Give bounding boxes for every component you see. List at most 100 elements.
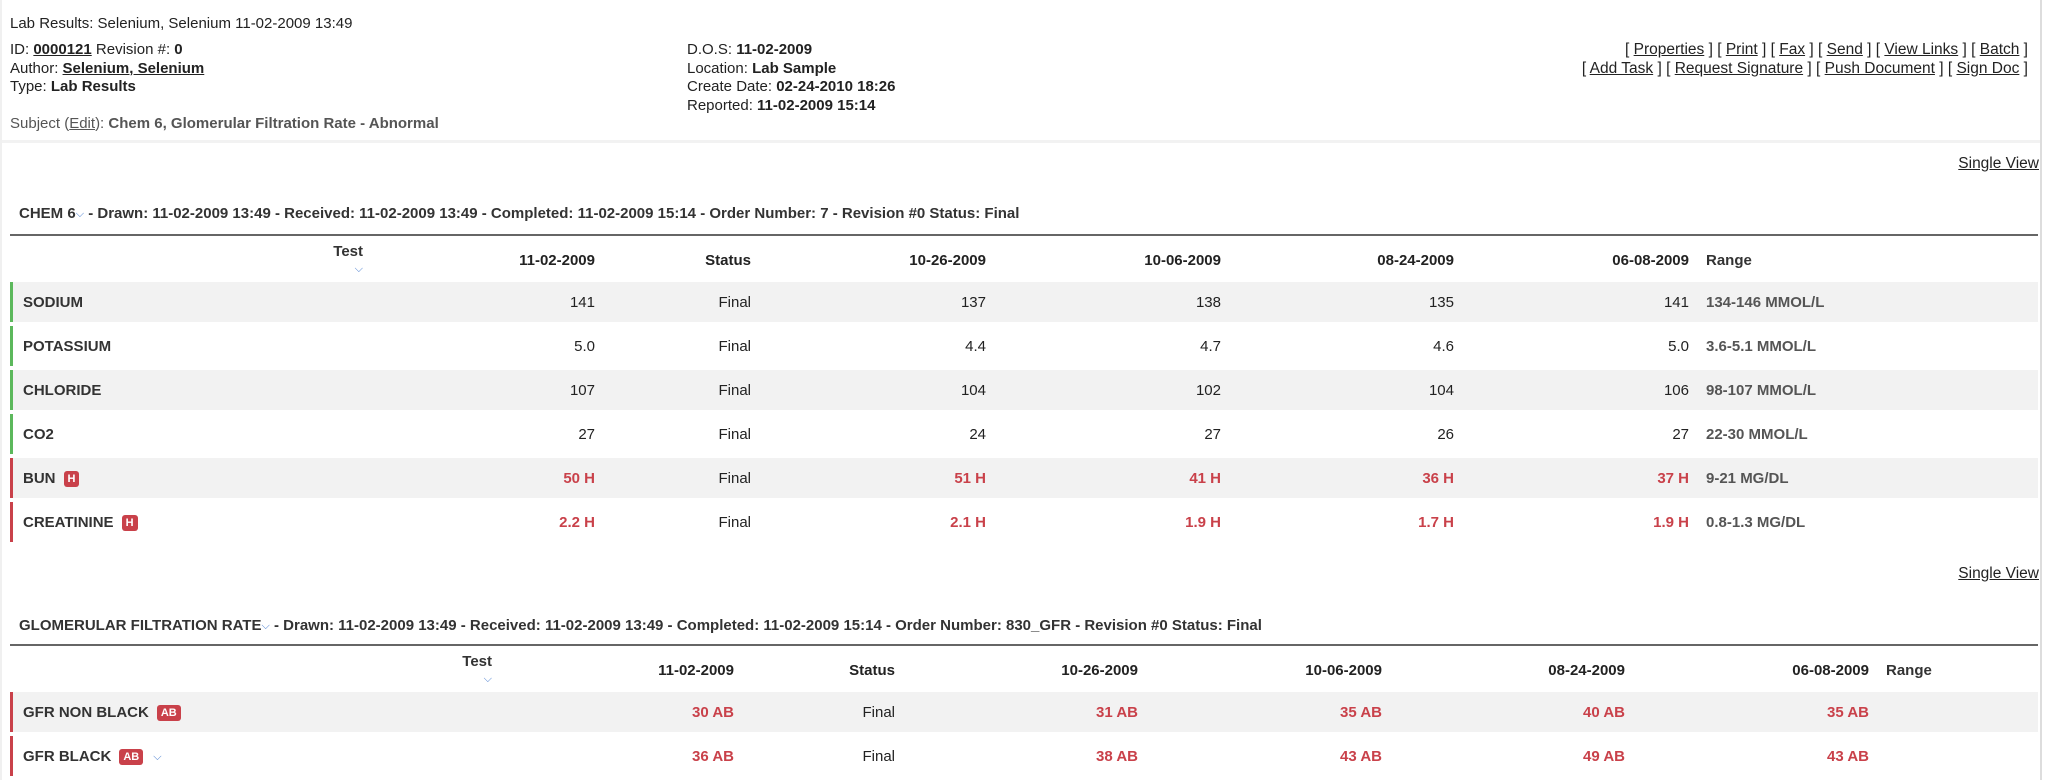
header-divider — [2, 140, 2040, 143]
column-header-range: Range — [1886, 661, 1932, 679]
result-value: 35 AB — [1340, 703, 1382, 721]
result-value: 102 — [1195, 381, 1221, 399]
subject-edit-link[interactable]: Edit — [69, 115, 96, 132]
section-header-chem6: CHEM 6⌵ - Drawn: 11-02-2009 13:49 - Rece… — [19, 205, 1020, 222]
test-name-cell: CHLORIDE — [13, 382, 363, 399]
column-header-06-08-2009: 06-08-2009 — [1612, 251, 1689, 269]
test-name-cell: BUN H — [13, 470, 363, 487]
result-value: 27 — [1672, 425, 1689, 443]
result-value: 41 H — [1189, 469, 1221, 487]
chevron-down-icon[interactable]: ⌵ — [354, 263, 363, 275]
test-name[interactable]: GFR BLACK — [23, 747, 112, 765]
type-label: Type: — [10, 78, 47, 95]
result-value: 2.1 H — [950, 513, 986, 531]
table-row: POTASSIUM 5.0 Final 4.4 4.7 4.6 5.0 3.6-5.1 MMO… — [10, 326, 2038, 366]
revision-value: 0 — [174, 41, 183, 58]
result-value: 107 — [569, 381, 595, 399]
table-header-row: Test ⌵ 11-02-2009 Status 10-26-2009 10-06-20… — [10, 242, 2038, 278]
table-row: BUN H 50 H Final 51 H 41 H 36 H 37 H 9-21 MG/DL — [10, 458, 2038, 498]
column-header-11-02-2009: 11-02-2009 — [519, 251, 595, 269]
page-title: Lab Results: Selenium, Selenium 11-02-20… — [10, 15, 353, 32]
test-name[interactable]: CHLORIDE — [23, 381, 102, 399]
column-header-test[interactable]: Test ⌵ — [13, 653, 492, 687]
author-link[interactable]: Selenium, Selenium — [62, 59, 205, 77]
result-value: 30 AB — [692, 703, 734, 721]
test-name[interactable]: CREATININE — [23, 513, 114, 531]
result-value: 1.9 H — [1653, 513, 1689, 531]
result-value: 51 H — [954, 469, 986, 487]
result-value: 27 — [1204, 425, 1221, 443]
result-value: 43 AB — [1827, 747, 1869, 765]
result-value: 104 — [960, 381, 986, 399]
range-cell: 22-30 MMOL/L — [1706, 425, 1808, 443]
result-value: 5.0 — [1668, 337, 1689, 355]
subject-value: Chem 6, Glomerular Filtration Rate - Abn… — [108, 115, 439, 132]
result-value: 1.7 H — [1418, 513, 1454, 531]
test-name-cell: CO2 — [13, 426, 363, 443]
result-value: 104 — [1428, 381, 1454, 399]
result-value: 35 AB — [1827, 703, 1869, 721]
action-print[interactable]: Print — [1725, 41, 1758, 58]
subject: Subject (Edit): Chem 6, Glomerular Filtr… — [10, 115, 439, 132]
test-name-cell: GFR BLACK AB ⌵ — [13, 748, 492, 765]
single-view-link-gfr[interactable]: Single View — [1958, 565, 2039, 582]
status-cell: Final — [862, 703, 895, 721]
column-header-status: Status — [705, 251, 751, 269]
create-date-value: 02-24-2010 18:26 — [776, 78, 896, 95]
reported-value: 11-02-2009 15:14 — [757, 96, 876, 114]
result-value: 5.0 — [574, 337, 595, 355]
column-header-status: Status — [849, 661, 895, 679]
flag-badge: H — [63, 470, 80, 487]
flag-badge: AB — [156, 704, 181, 721]
test-name[interactable]: POTASSIUM — [23, 337, 112, 355]
column-header-test[interactable]: Test — [333, 243, 363, 260]
section-rule — [10, 644, 2038, 646]
results-table-chem6: Test ⌵ 11-02-2009 Status 10-26-2009 10-06-20… — [10, 242, 2038, 546]
column-header-10-26-2009: 10-26-2009 — [909, 251, 986, 269]
test-name[interactable]: BUN — [23, 469, 56, 487]
result-value: 38 AB — [1096, 747, 1138, 765]
action-request-signature[interactable]: Request Signature — [1674, 59, 1804, 77]
result-value: 1.9 H — [1185, 513, 1221, 531]
action-sign-doc[interactable]: Sign Doc — [1956, 59, 2020, 77]
test-name-cell: POTASSIUM — [13, 338, 363, 355]
action-add-task[interactable]: Add Task — [1589, 59, 1654, 77]
action-batch[interactable]: Batch — [1979, 41, 2020, 58]
chevron-down-icon[interactable]: ⌵ — [75, 208, 85, 220]
chevron-down-icon[interactable]: ⌵ — [483, 673, 492, 685]
test-name[interactable]: CO2 — [23, 425, 54, 443]
test-name[interactable]: GFR NON BLACK — [23, 703, 149, 721]
column-header-10-26-2009: 10-26-2009 — [1061, 661, 1138, 679]
results-table-gfr: Test ⌵ 11-02-2009 Status 10-26-2009 10-06-20… — [10, 652, 2038, 780]
chevron-down-icon[interactable]: ⌵ — [153, 750, 162, 763]
meta-right: D.O.S: 11-02-2009 Location: Lab Sample C… — [687, 41, 896, 114]
action-push-document[interactable]: Push Document — [1824, 59, 1935, 77]
action-send[interactable]: Send — [1826, 41, 1863, 58]
single-view-link-chem6[interactable]: Single View — [1958, 155, 2039, 172]
action-view-links[interactable]: View Links — [1884, 41, 1959, 58]
result-value: 135 — [1428, 293, 1454, 311]
chevron-down-icon[interactable]: ⌵ — [261, 620, 270, 632]
result-value: 36 AB — [692, 747, 734, 765]
test-name-cell: SODIUM — [13, 294, 363, 311]
id-link[interactable]: 0000121 — [33, 41, 92, 58]
test-name[interactable]: SODIUM — [23, 293, 83, 311]
dos-value: 11-02-2009 — [736, 41, 813, 58]
type-value: Lab Results — [50, 78, 136, 95]
table-row: CO2 27 Final 24 27 26 27 22-30 MMOL/L — [10, 414, 2038, 454]
result-value: 4.6 — [1433, 337, 1454, 355]
result-value: 31 AB — [1096, 703, 1138, 721]
status-cell: Final — [718, 337, 751, 355]
table-header-row: Test ⌵ 11-02-2009 Status 10-26-2009 10-06-20… — [10, 652, 2038, 688]
action-properties[interactable]: Properties — [1633, 41, 1705, 58]
column-header-test[interactable]: Test ⌵ — [13, 243, 363, 277]
result-value: 4.4 — [965, 337, 986, 355]
action-fax[interactable]: Fax — [1779, 41, 1806, 58]
section-header-gfr: GLOMERULAR FILTRATION RATE⌵ - Drawn: 11-… — [19, 617, 1262, 634]
column-header-test[interactable]: Test — [462, 653, 492, 670]
status-cell: Final — [718, 513, 751, 531]
section-rule — [10, 234, 2038, 236]
table-row: CHLORIDE 107 Final 104 102 104 106 98-107 MMOL/… — [10, 370, 2038, 410]
table-row: GFR BLACK AB ⌵ 36 AB Final 38 AB 43 AB 49 AB 43 … — [10, 736, 2038, 776]
column-header-10-06-2009: 10-06-2009 — [1144, 251, 1221, 269]
